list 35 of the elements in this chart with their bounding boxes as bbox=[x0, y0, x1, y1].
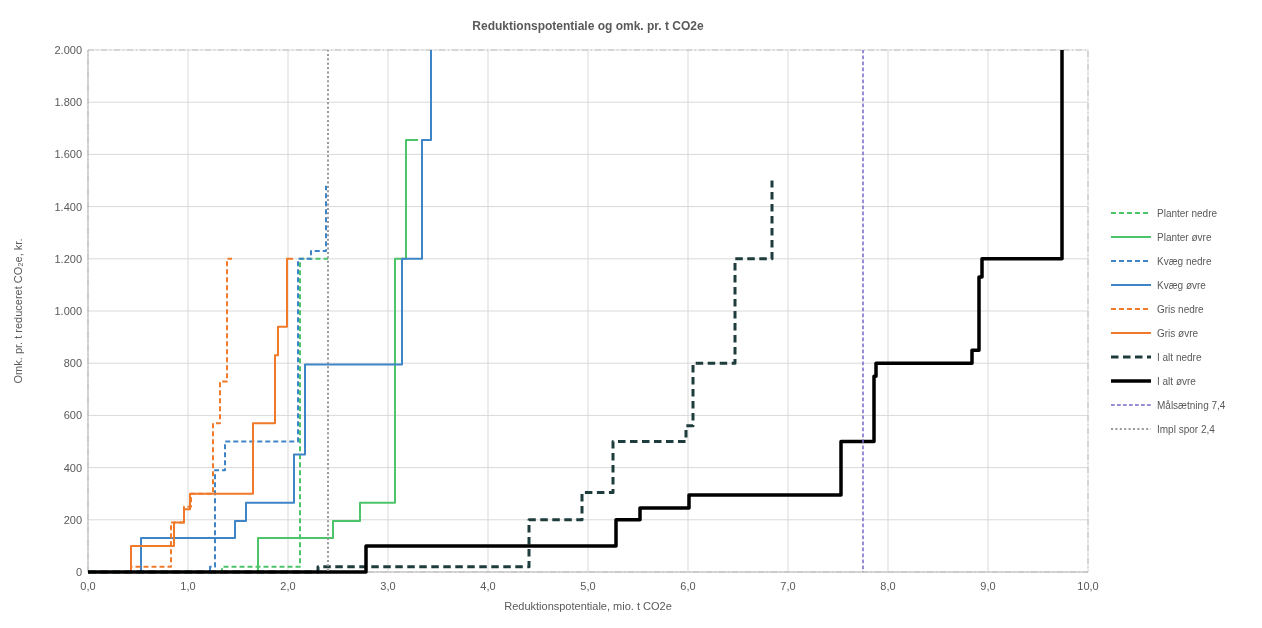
x-tick-label: 5,0 bbox=[580, 580, 596, 592]
y-tick-label: 1.800 bbox=[54, 96, 82, 109]
legend-label: Impl spor 2,4 bbox=[1157, 424, 1216, 435]
legend-label: Gris øvre bbox=[1157, 328, 1199, 339]
legend-label: I alt øvre bbox=[1157, 376, 1197, 387]
y-tick-label: 0 bbox=[75, 566, 82, 578]
x-tick-label: 6,0 bbox=[680, 580, 696, 592]
y-tick-label: 800 bbox=[63, 357, 82, 370]
x-tick-label: 10,0 bbox=[1077, 580, 1099, 592]
x-tick-label: 7,0 bbox=[780, 580, 796, 592]
legend-label: Planter øvre bbox=[1157, 232, 1212, 243]
y-tick-label: 600 bbox=[63, 409, 82, 422]
y-tick-label: 1.000 bbox=[54, 305, 82, 317]
legend-label: I alt nedre bbox=[1157, 352, 1202, 363]
x-tick-label: 4,0 bbox=[480, 580, 496, 592]
x-tick-label: 8,0 bbox=[880, 580, 896, 592]
legend-label: Kvæg øvre bbox=[1157, 280, 1207, 291]
legend-label: Planter nedre bbox=[1157, 208, 1218, 219]
x-tick-label: 9,0 bbox=[980, 580, 996, 592]
x-axis-title: Reduktionspotentiale, mio. t CO2e bbox=[504, 600, 672, 612]
y-axis-title: Omk. pr. t reduceret CO₂e, kr. bbox=[12, 238, 24, 384]
y-tick-label: 1.400 bbox=[54, 200, 82, 213]
y-tick-label: 1.600 bbox=[54, 148, 82, 161]
x-tick-label: 3,0 bbox=[380, 580, 396, 592]
legend-label: Gris nedre bbox=[1157, 304, 1205, 315]
y-tick-label: 200 bbox=[63, 513, 82, 526]
legend-label: Kvæg nedre bbox=[1157, 256, 1212, 267]
chart-title: Reduktionspotentiale og omk. pr. t CO2e bbox=[472, 19, 704, 33]
legend-label: Målsætning 7,4 bbox=[1157, 400, 1226, 411]
y-tick-label: 400 bbox=[63, 461, 82, 474]
y-tick-label: 2.000 bbox=[54, 44, 82, 56]
x-tick-label: 0,0 bbox=[80, 580, 96, 592]
y-tick-label: 1.200 bbox=[54, 252, 82, 265]
x-tick-label: 1,0 bbox=[180, 580, 196, 592]
x-tick-label: 2,0 bbox=[280, 580, 296, 592]
